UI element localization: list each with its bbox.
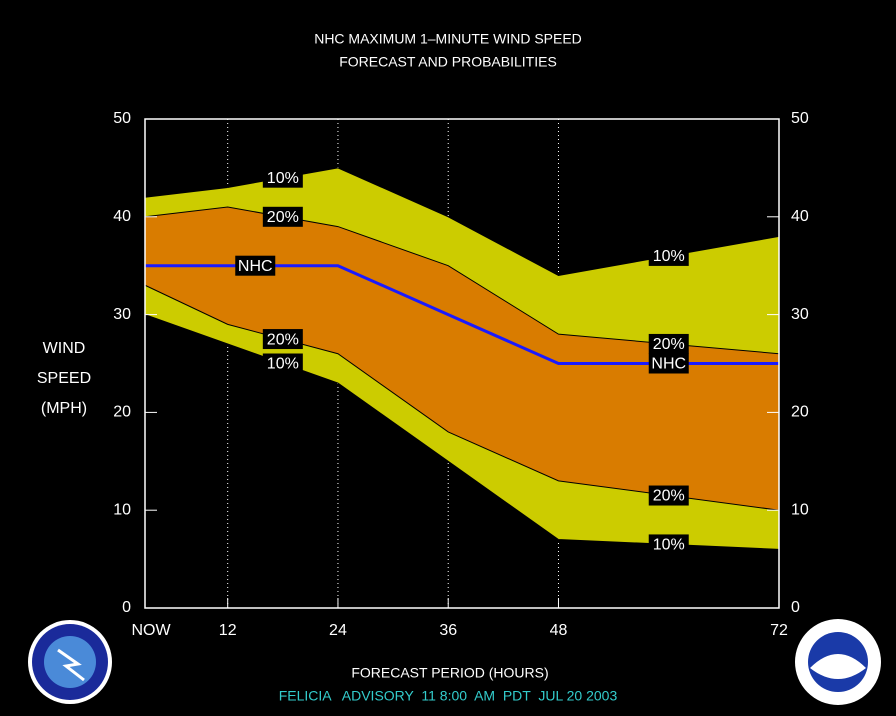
y-tick-label: 20	[113, 404, 131, 421]
curve-label-text: 20%	[267, 331, 299, 348]
x-tick-label: 36	[439, 622, 457, 639]
curve-label-text: 20%	[653, 488, 685, 505]
y-tick-label: 0	[122, 599, 131, 616]
curve-label-box	[648, 245, 689, 266]
curve-label-box	[648, 353, 689, 374]
y-axis-label: SPEED	[37, 370, 91, 387]
curve-label: NHC	[648, 353, 689, 374]
probability-line	[144, 314, 780, 550]
curve-label: 20%	[648, 485, 689, 506]
curve-label-box	[262, 329, 303, 350]
curve-label-text: 10%	[267, 356, 299, 373]
forecast-line	[145, 264, 779, 365]
curve-label-box	[648, 333, 689, 354]
curve-label-text: 20%	[653, 336, 685, 353]
noaa-logo	[795, 619, 881, 705]
y-tick-label: 0	[791, 599, 800, 616]
curve-label-text: NHC	[238, 258, 273, 275]
chart-subtitle: FORECAST AND PROBABILITIES	[339, 54, 557, 70]
curve-label-box	[235, 255, 276, 276]
y-tick-label: 50	[113, 110, 131, 127]
curve-label: 10%	[648, 534, 689, 555]
curve-label: NHC	[235, 255, 276, 276]
curve-label: 10%	[262, 353, 303, 374]
x-axis-label: FORECAST PERIOD (HOURS)	[351, 665, 548, 681]
x-tick-label: 24	[329, 622, 347, 639]
x-tick-label: NOW	[131, 622, 171, 639]
chart-title: NHC MAXIMUM 1–MINUTE WIND SPEED	[314, 31, 582, 47]
curve-label-box	[262, 167, 303, 188]
y-tick-label: 50	[791, 110, 809, 127]
plot-frame	[144, 118, 780, 609]
curve-label-text: 20%	[267, 209, 299, 226]
curve-label-text: 10%	[653, 248, 685, 265]
y-tick-label: 40	[791, 208, 809, 225]
y-tick-label: 30	[113, 306, 131, 323]
curve-label: 20%	[262, 329, 303, 350]
curve-label-box	[648, 534, 689, 555]
curve-label: 20%	[648, 333, 689, 354]
curve-label: 10%	[262, 167, 303, 188]
probability-line	[144, 206, 780, 355]
y-tick-label: 20	[791, 404, 809, 421]
y-axis-label: WIND	[43, 340, 86, 357]
curve-label-box	[648, 485, 689, 506]
footer: FELICIA ADVISORY 11 8:00 AM PDT JUL 20 2…	[279, 688, 618, 704]
x-tick-label: 72	[770, 622, 788, 639]
curve-label: 10%	[648, 245, 689, 266]
probability-line	[144, 284, 780, 511]
curve-label-text: NHC	[651, 356, 686, 373]
nws-logo	[28, 620, 112, 704]
x-tick-label: 12	[219, 622, 237, 639]
curve-label-box	[262, 206, 303, 227]
y-tick-label: 10	[791, 501, 809, 518]
curve-label-box	[262, 353, 303, 374]
y-tick-label: 30	[791, 306, 809, 323]
band	[145, 207, 779, 511]
probability-line	[144, 167, 780, 277]
y-tick-label: 40	[113, 208, 131, 225]
curve-label: 20%	[262, 206, 303, 227]
curve-label-text: 10%	[267, 170, 299, 187]
curve-label-text: 10%	[653, 537, 685, 554]
y-axis-label: (MPH)	[41, 400, 87, 417]
x-tick-label: 48	[550, 622, 568, 639]
y-tick-label: 10	[113, 501, 131, 518]
